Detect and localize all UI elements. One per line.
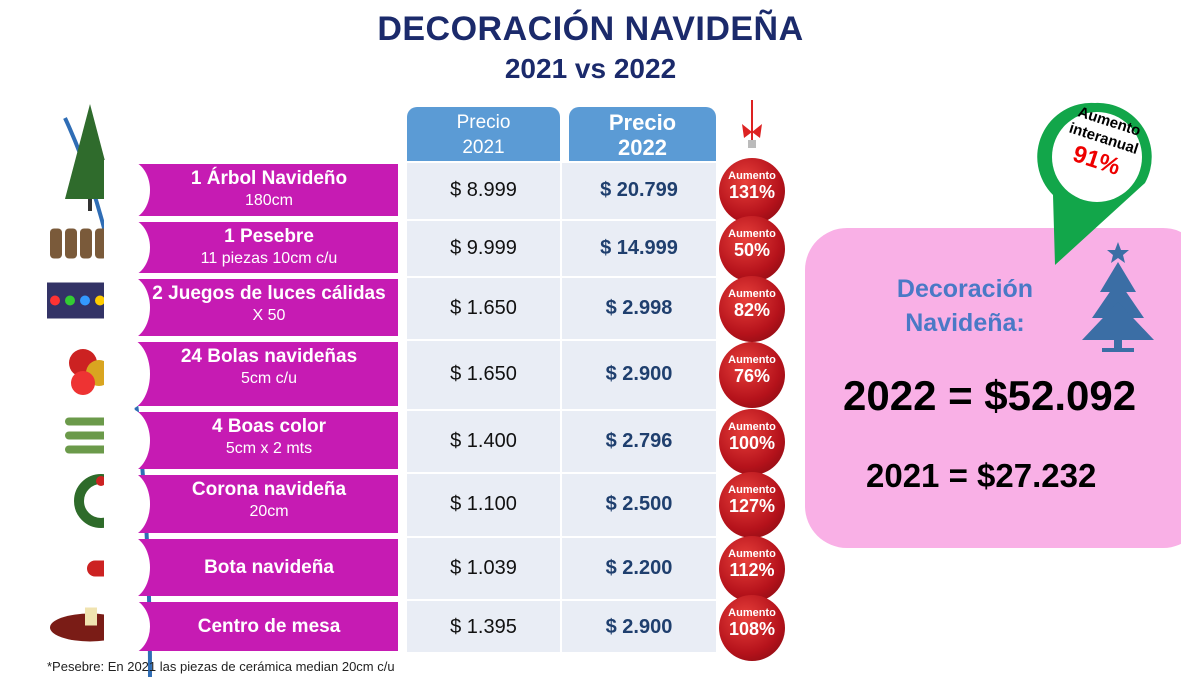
price-2022: $ 2.500 bbox=[605, 493, 673, 515]
label-notch bbox=[104, 471, 150, 537]
increase-label: Aumento bbox=[728, 606, 776, 619]
price-2022: $ 2.200 bbox=[605, 556, 673, 579]
header-label: Precio bbox=[608, 110, 677, 135]
increase-label: Aumento bbox=[728, 227, 776, 240]
increase-value: 108% bbox=[728, 618, 776, 639]
label-notch bbox=[104, 160, 150, 220]
price-2022: $ 2.900 bbox=[605, 363, 673, 385]
price-2021: $ 1.650 bbox=[450, 363, 517, 385]
increase-ornament: Aumento 127% bbox=[719, 472, 785, 538]
price-2021: $ 1.395 bbox=[450, 615, 517, 638]
footnote: *Pesebre: En 2021 las piezas de cerámica… bbox=[47, 659, 395, 674]
label-notch bbox=[104, 535, 150, 600]
item-name: Corona navideña bbox=[191, 479, 347, 500]
row-divider bbox=[407, 599, 716, 601]
item-label: 1 Pesebre 11 piezas 10cm c/u bbox=[104, 218, 398, 277]
increase-value: 100% bbox=[728, 432, 776, 453]
increase-value: 76% bbox=[733, 366, 771, 386]
increase-ornament: Aumento 112% bbox=[719, 535, 785, 602]
item-label: 24 Bolas navideñas 5cm c/u bbox=[104, 338, 398, 410]
map-pin-badge bbox=[1037, 102, 1152, 265]
price-2022: $ 14.999 bbox=[600, 236, 678, 259]
item-detail: 180cm bbox=[244, 192, 294, 209]
increase-label: Aumento bbox=[728, 354, 776, 366]
item-name: 1 Pesebre bbox=[224, 226, 314, 247]
page-title: DECORACIÓN NAVIDEÑA bbox=[377, 10, 804, 48]
item-detail: X 50 bbox=[252, 307, 286, 324]
increase-ornament: Aumento 50% bbox=[719, 215, 785, 282]
row-divider bbox=[407, 472, 716, 474]
item-label: 1 Árbol Navideño 180cm bbox=[104, 160, 398, 220]
increase-label: Aumento bbox=[728, 170, 776, 182]
column-2021-background bbox=[407, 162, 560, 652]
item-detail: 5cm c/u bbox=[240, 370, 297, 387]
increase-ornament: Aumento 82% bbox=[719, 275, 785, 342]
item-label: 2 Juegos de luces cálidas X 50 bbox=[104, 275, 398, 340]
row-divider bbox=[407, 219, 716, 221]
row-divider bbox=[407, 161, 716, 163]
item-name: 24 Bolas navideñas bbox=[180, 346, 358, 367]
label-notch bbox=[104, 408, 150, 473]
increase-value: 131% bbox=[728, 182, 776, 202]
label-notch bbox=[104, 598, 150, 655]
label-notch bbox=[104, 338, 150, 410]
increase-ornament: Aumento 108% bbox=[719, 594, 785, 661]
price-2022: $ 2.796 bbox=[605, 429, 673, 452]
increase-value: 82% bbox=[733, 299, 771, 320]
item-detail: 5cm x 2 mts bbox=[225, 440, 313, 457]
increase-ornament: Aumento 131% bbox=[719, 158, 785, 224]
item-label: Bota navideña bbox=[104, 535, 398, 600]
item-name: 1 Árbol Navideño bbox=[190, 168, 348, 189]
price-2021: $ 8.999 bbox=[450, 179, 517, 201]
christmas-tree-image bbox=[45, 104, 135, 212]
price-2021: $ 9.999 bbox=[450, 236, 517, 259]
row-divider bbox=[407, 409, 716, 411]
christmas-tree-icon bbox=[1082, 242, 1154, 352]
header-year: 2021 bbox=[462, 137, 505, 158]
total-2022: 2022 = $52.092 bbox=[843, 372, 1137, 419]
price-2022: $ 20.799 bbox=[600, 179, 678, 201]
price-2021: $ 1.650 bbox=[450, 296, 517, 319]
item-label: 4 Boas color 5cm x 2 mts bbox=[104, 408, 398, 473]
increase-label: Aumento bbox=[728, 547, 776, 560]
increase-label: Aumento bbox=[728, 484, 776, 496]
header-year: 2022 bbox=[618, 135, 667, 160]
item-name: 2 Juegos de luces cálidas bbox=[152, 283, 386, 304]
column-2022-background bbox=[562, 162, 716, 652]
header-label: Precio bbox=[456, 112, 511, 133]
total-2021: 2021 = $27.232 bbox=[866, 457, 1097, 494]
item-name: Bota navideña bbox=[204, 556, 334, 578]
price-2021: $ 1.039 bbox=[450, 556, 517, 579]
price-2021: $ 1.400 bbox=[450, 429, 517, 452]
increase-label: Aumento bbox=[728, 287, 776, 300]
header-precio-2021: Precio 2021 bbox=[407, 107, 560, 163]
item-detail: 11 piezas 10cm c/u bbox=[200, 250, 338, 267]
ornament-bow-icon bbox=[742, 100, 762, 148]
item-label: Centro de mesa bbox=[104, 598, 398, 655]
label-notch bbox=[104, 275, 150, 340]
header-precio-2022: Precio 2022 bbox=[569, 107, 716, 163]
row-divider bbox=[407, 339, 716, 341]
label-notch bbox=[104, 218, 150, 277]
increase-value: 50% bbox=[733, 239, 771, 260]
price-2022: $ 2.998 bbox=[605, 296, 673, 319]
price-2021: $ 1.100 bbox=[450, 493, 517, 515]
increase-value: 127% bbox=[728, 496, 776, 516]
increase-value: 112% bbox=[729, 559, 775, 580]
summary-label: Decoración Navideña: bbox=[896, 275, 1034, 337]
increase-ornament: Aumento 76% bbox=[719, 342, 785, 408]
item-detail: 20cm bbox=[249, 503, 289, 520]
increase-ornament: Aumento 100% bbox=[719, 408, 785, 475]
item-name: Centro de mesa bbox=[197, 615, 341, 637]
row-divider bbox=[407, 536, 716, 538]
price-2022: $ 2.900 bbox=[605, 615, 673, 638]
increase-label: Aumento bbox=[728, 420, 776, 433]
row-divider bbox=[407, 276, 716, 278]
item-name: 4 Boas color bbox=[211, 416, 327, 437]
page-subtitle: 2021 vs 2022 bbox=[504, 53, 677, 84]
item-label: Corona navideña 20cm bbox=[104, 471, 398, 537]
